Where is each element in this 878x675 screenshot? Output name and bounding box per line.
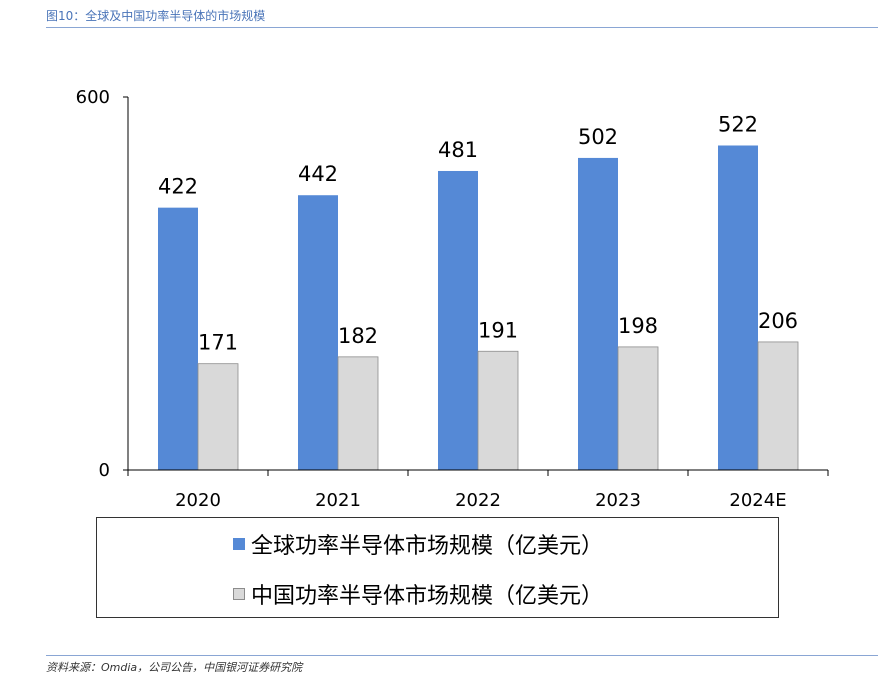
data-label-global: 442 <box>298 162 338 186</box>
data-label-global: 522 <box>718 112 758 136</box>
bar-china <box>617 346 659 471</box>
bar-china <box>197 363 239 471</box>
chart-legend: 全球功率半导体市场规模（亿美元） 中国功率半导体市场规模（亿美元） <box>96 517 779 618</box>
data-label-global: 422 <box>158 175 198 199</box>
data-label-global: 502 <box>578 125 618 149</box>
x-tick-label: 2024E <box>729 490 786 511</box>
bar-chart: 422 442 481 502 522 171 182 191 198 206 0 600 2020 2… <box>76 87 829 511</box>
bar-global <box>578 157 618 470</box>
source-note: 资料来源：Omdia，公司公告，中国银河证券研究院 <box>46 661 303 674</box>
legend-item-global: 全球功率半导体市场规模（亿美元） <box>233 528 603 560</box>
data-label-china: 171 <box>198 331 238 355</box>
legend-swatch-china <box>233 588 245 600</box>
bar-china <box>757 341 799 471</box>
x-tick-label: 2022 <box>455 490 501 511</box>
legend-label-global: 全球功率半导体市场规模（亿美元） <box>251 534 604 559</box>
bar-global <box>438 170 478 470</box>
y-tick-label: 600 <box>76 87 110 108</box>
legend-swatch-global <box>233 538 245 550</box>
figure-title: 图10：全球及中国功率半导体的市场规模 <box>46 9 266 23</box>
legend-item-china: 中国功率半导体市场规模（亿美元） <box>233 578 603 610</box>
x-tick-label: 2023 <box>595 490 641 511</box>
header-rule <box>46 27 878 28</box>
axes-group: 0 600 2020 2021 2022 2023 2024E <box>76 87 829 511</box>
x-tick-label: 2021 <box>315 490 361 511</box>
bar-china <box>477 350 519 471</box>
data-label-china: 191 <box>478 318 518 342</box>
x-tick-label: 2020 <box>175 490 221 511</box>
bar-china <box>337 356 379 471</box>
data-label-china: 206 <box>758 309 798 333</box>
legend-label-china: 中国功率半导体市场规模（亿美元） <box>251 584 604 609</box>
data-labels-group: 422 442 481 502 522 171 182 191 198 206 <box>158 112 798 354</box>
y-tick-label: 0 <box>99 460 110 481</box>
bar-global <box>158 207 198 470</box>
bar-global <box>298 195 338 470</box>
bars-group <box>158 145 799 471</box>
bar-global <box>718 145 758 471</box>
data-label-china: 198 <box>618 314 658 338</box>
data-label-global: 481 <box>438 138 478 162</box>
footer-rule <box>46 655 878 656</box>
data-label-china: 182 <box>338 324 378 348</box>
